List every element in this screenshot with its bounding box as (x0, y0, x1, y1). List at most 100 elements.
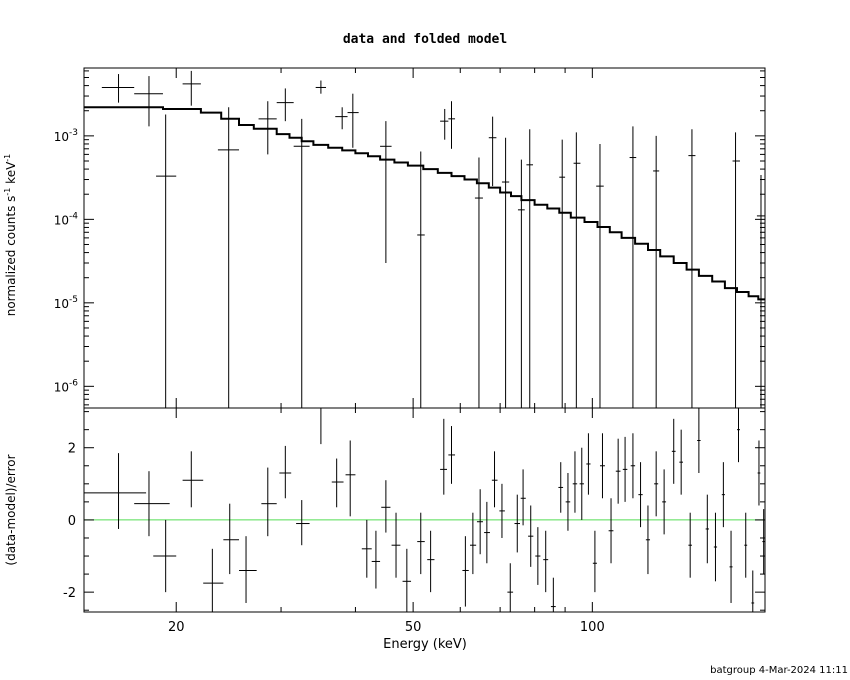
top-y-ticks: 10-6 10-5 10-4 10-3 (54, 70, 765, 406)
data-point-8 (315, 80, 327, 94)
data-point-13 (440, 108, 449, 140)
residual-point-50 (671, 418, 676, 484)
residual-point-60 (751, 570, 755, 612)
residual-point-4 (203, 548, 224, 612)
residual-point-1 (134, 471, 170, 537)
folded-model-step (84, 106, 765, 301)
top-panel: 10-6 10-5 10-4 10-3 (54, 67, 766, 409)
residual-point-43 (615, 438, 621, 504)
bottom-x-ticks: 20 50 100 (168, 408, 605, 635)
data-point-26 (732, 132, 740, 408)
data-point-27 (756, 174, 765, 408)
x-axis-label: Energy (keV) (383, 637, 467, 652)
residual-point-27 (499, 483, 505, 538)
footer-stamp: batgroup 4-Mar-2024 11:11 (710, 665, 848, 676)
residual-point-21 (448, 426, 456, 484)
residual-point-39 (586, 433, 591, 495)
residual-point-30 (520, 469, 526, 526)
y-tick-label: -2 (63, 586, 76, 601)
residual-point-37 (572, 451, 578, 513)
residual-point-58 (737, 408, 740, 463)
data-point-2 (156, 114, 177, 408)
data-point-20 (559, 139, 566, 408)
residual-point-38 (579, 447, 584, 520)
residual-point-3 (182, 451, 204, 508)
data-point-12 (417, 151, 425, 408)
data-point-1 (134, 76, 163, 127)
data-point-22 (596, 143, 604, 408)
residual-point-56 (721, 462, 725, 528)
y-tick-label: 0 (68, 514, 76, 529)
residual-point-44 (622, 436, 628, 502)
residual-point-17 (402, 548, 412, 612)
residual-point-6 (239, 536, 257, 603)
residual-point-5 (223, 503, 240, 575)
x-tick-label: 20 (168, 620, 185, 635)
residual-point-57 (729, 530, 733, 603)
residual-point-42 (608, 498, 614, 564)
residual-point-34 (550, 577, 556, 612)
residual-point-46 (638, 462, 643, 528)
residual-point-19 (427, 530, 435, 593)
y-tick-label: 2 (68, 442, 76, 457)
residual-point-11 (331, 458, 344, 508)
residual-point-24 (476, 489, 483, 555)
data-point-11 (380, 121, 392, 264)
y-tick-label: 10-5 (54, 295, 78, 311)
bottom-y-axis-label: (data-model)/error (4, 454, 18, 565)
residual-point-53 (697, 408, 701, 473)
data-point-7 (293, 118, 310, 408)
residual-point-20 (440, 418, 447, 495)
data-point-9 (335, 107, 348, 130)
residual-point-49 (662, 469, 667, 535)
residual-point-14 (371, 530, 381, 589)
residual-point-28 (507, 563, 514, 612)
x-tick-label: 50 (405, 620, 422, 635)
model-step-line (84, 106, 765, 301)
data-point-6 (276, 88, 294, 122)
residual-point-12 (345, 440, 356, 517)
data-point-14 (448, 101, 456, 149)
residual-point-45 (630, 433, 636, 499)
data-point-25 (688, 129, 696, 408)
bottom-panel: -2 0 2 20 50 100 (63, 407, 766, 635)
residual-point-2 (153, 519, 177, 593)
data-point-0 (101, 74, 135, 103)
data-point-18 (517, 159, 525, 408)
residual-point-26 (491, 451, 498, 508)
residual-points (84, 407, 765, 612)
residual-point-48 (654, 451, 659, 517)
data-point-15 (474, 157, 483, 408)
top-x-ticks (175, 68, 593, 408)
residual-point-33 (543, 530, 549, 593)
y-tick-label: 10-6 (54, 378, 79, 394)
residual-point-8 (279, 445, 292, 499)
data-point-23 (629, 126, 637, 408)
residual-point-13 (361, 519, 372, 578)
residual-point-51 (679, 429, 683, 495)
residual-point-59 (744, 512, 748, 578)
residual-point-31 (528, 505, 534, 567)
residual-point-25 (484, 501, 490, 564)
data-point-19 (526, 129, 534, 408)
top-axes-frame (83, 67, 766, 409)
data-point-16 (488, 116, 497, 187)
residual-point-54 (705, 494, 709, 564)
y-tick-label: 10-4 (54, 211, 79, 227)
data-point-4 (217, 107, 240, 408)
residual-point-29 (514, 494, 521, 553)
residual-point-40 (592, 530, 597, 593)
data-points (101, 70, 765, 408)
residual-point-32 (535, 527, 541, 585)
data-point-21 (573, 132, 581, 408)
residual-point-47 (645, 505, 651, 575)
residual-point-55 (713, 512, 718, 582)
residual-point-16 (391, 512, 401, 578)
residual-point-35 (558, 462, 564, 513)
residual-point-0 (84, 453, 147, 529)
data-point-10 (347, 93, 359, 148)
data-point-24 (653, 135, 660, 408)
residual-point-23 (469, 512, 477, 575)
residual-point-61 (757, 440, 761, 506)
